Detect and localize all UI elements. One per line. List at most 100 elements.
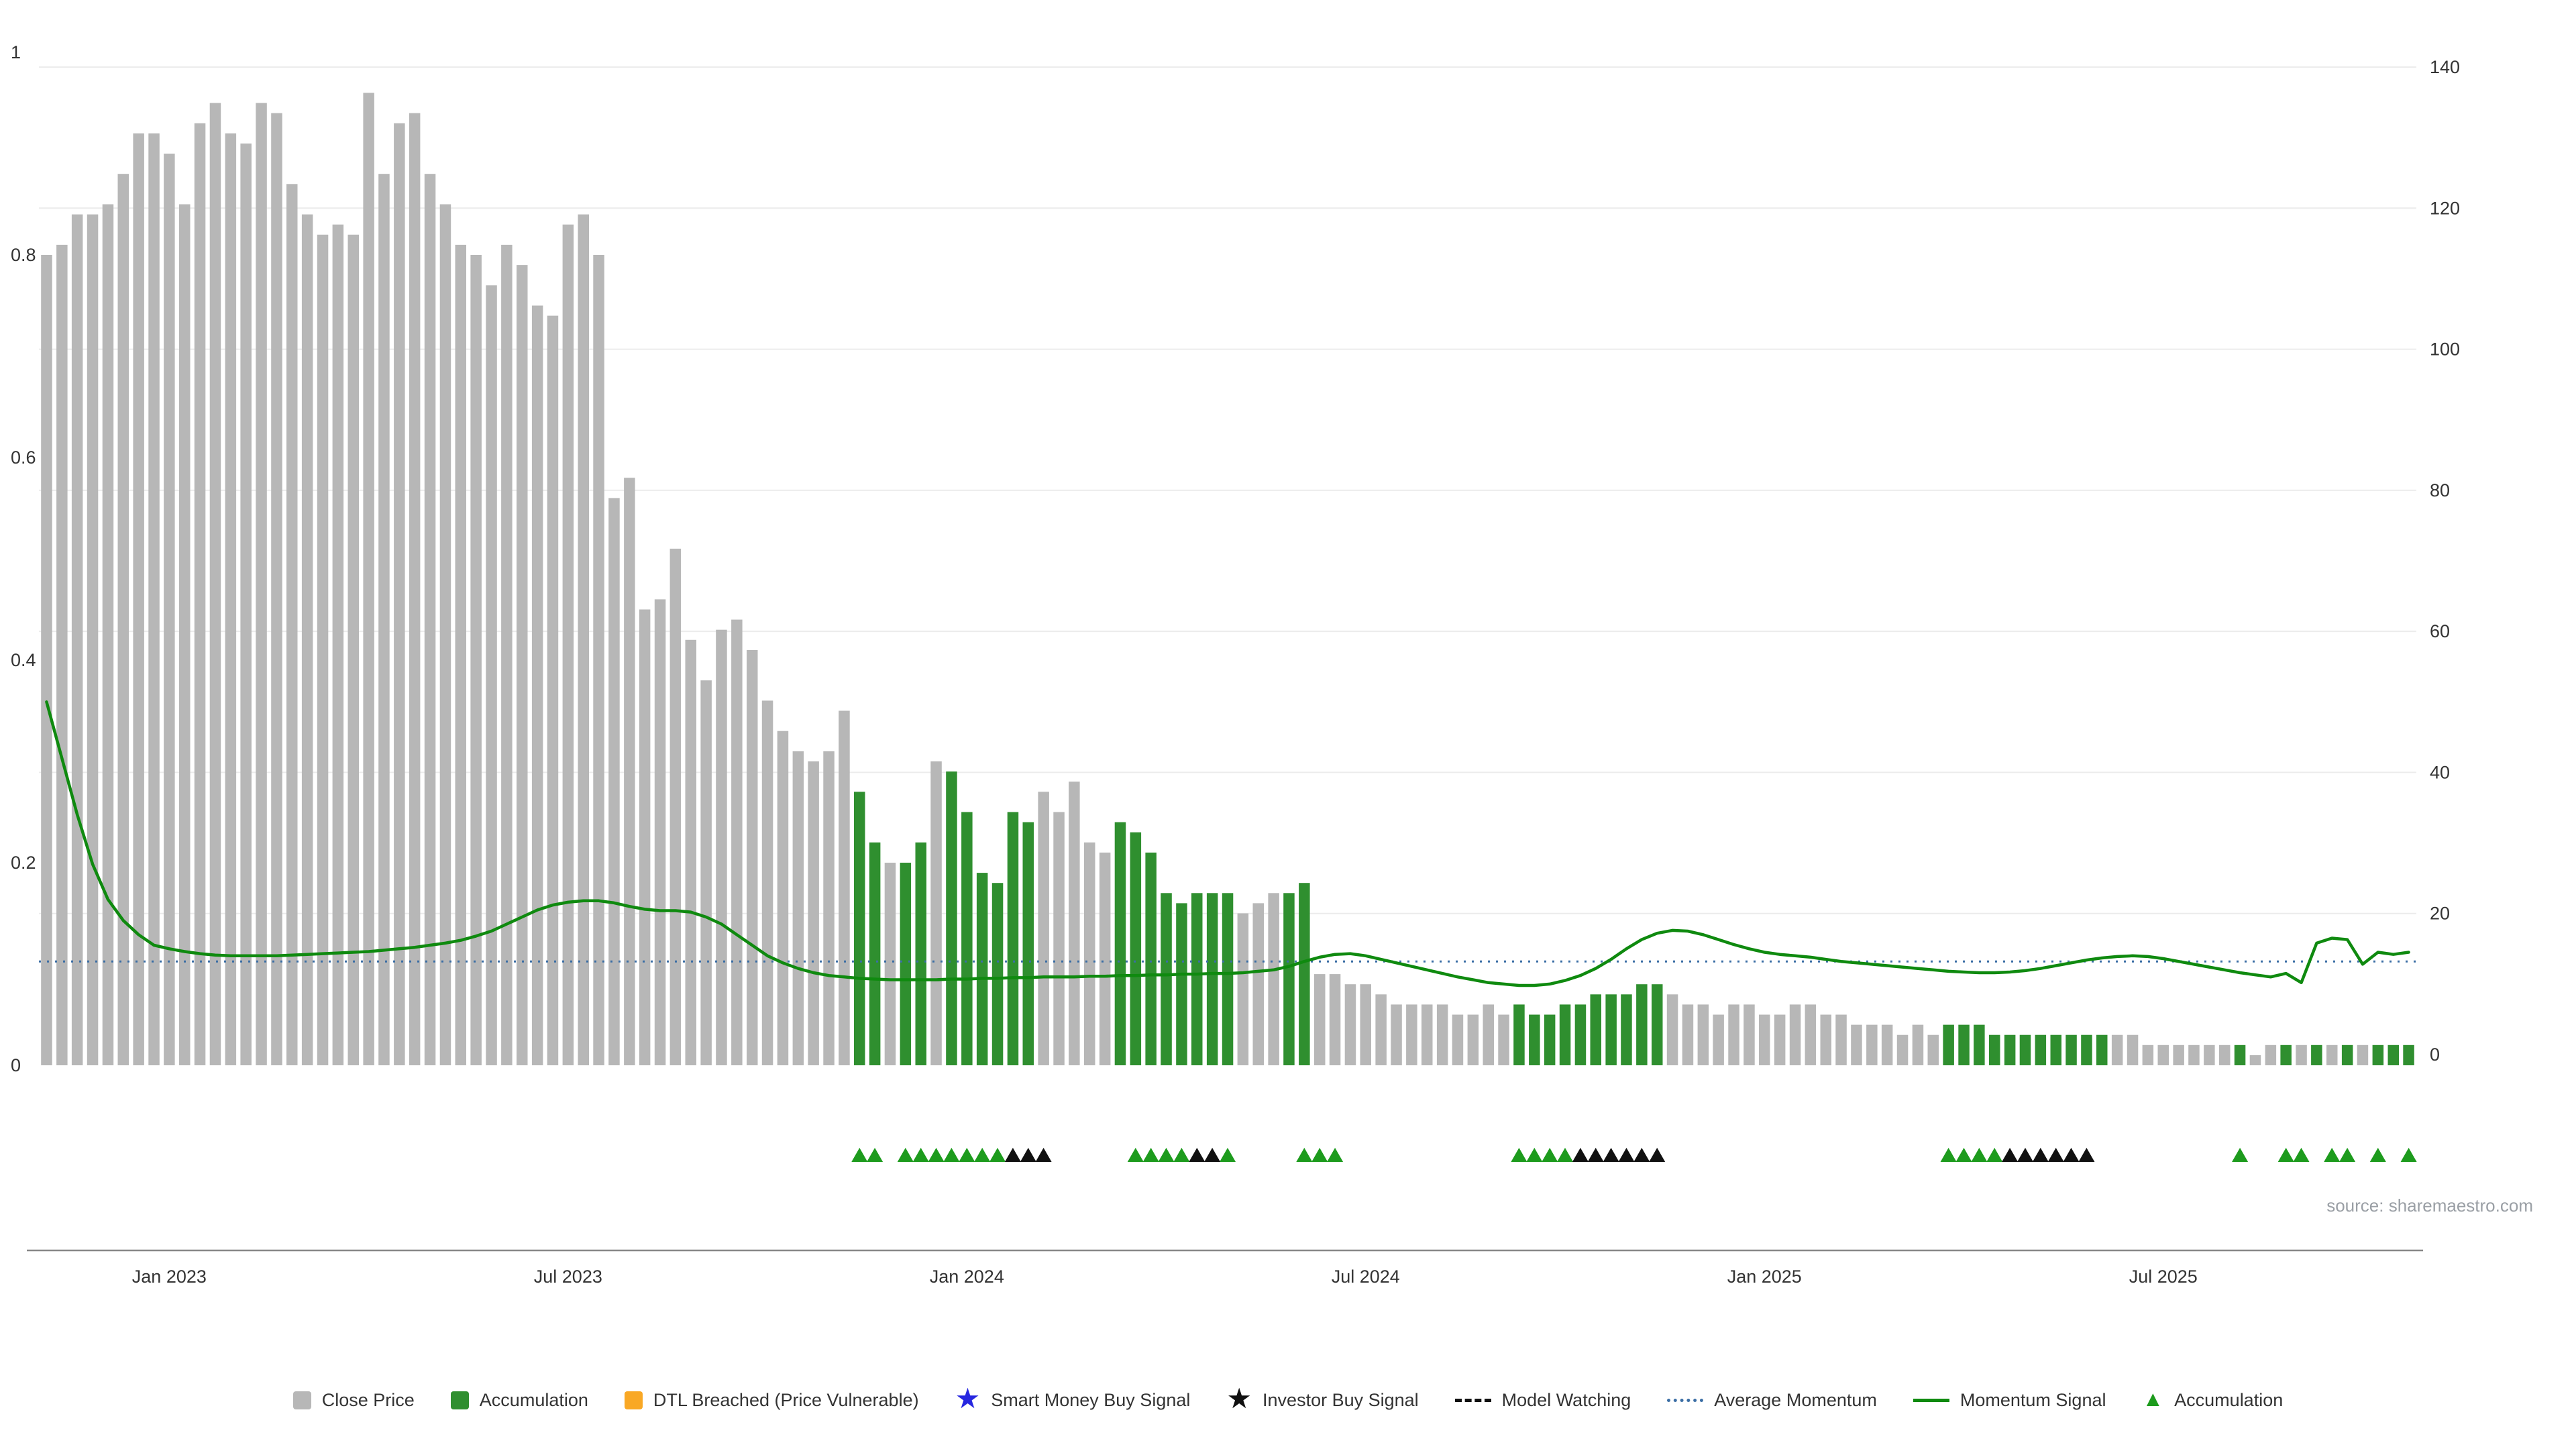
model-watching-label: Model Watching [1501,1390,1631,1410]
accumulation-marker-icon [1986,1148,2003,1162]
x-axis-tick-label: Jul 2025 [2129,1267,2198,1287]
legend-item-investor-buy-signal[interactable]: ★ Investor Buy Signal [1226,1383,1418,1414]
close-price-bar [1682,1004,1694,1065]
accumulation-bar-label: Accumulation [479,1390,588,1410]
close-price-bar [1713,1014,1724,1065]
close-price-bar [1391,1004,1402,1065]
dtl-breached-swatch-icon [624,1391,643,1409]
accumulation-marker-icon [1526,1148,1543,1162]
x-axis-tick-label: Jan 2025 [1727,1267,1802,1287]
accumulation-marker-swatch-icon: ▲ [2142,1387,2164,1411]
close-price-bar [378,174,390,1066]
left-axis-tick-label: 0.4 [11,650,36,670]
close-price-bar [700,680,712,1065]
close-price-bar [716,629,727,1065]
accumulation-marker-icon [1220,1148,1236,1162]
accumulation-bar [1636,984,1648,1065]
accumulation-marker-label: Accumulation [2174,1390,2284,1410]
close-price-bar [1697,1004,1709,1065]
accumulation-marker-icon [2293,1148,2310,1162]
left-axis-tick-label: 0.6 [11,447,36,468]
right-axis-tick-label: 140 [2430,57,2460,77]
close-price-bar [1820,1014,1831,1065]
investor-buy-marker-icon [2078,1148,2095,1162]
close-price-bar [1252,903,1264,1065]
close-price-bar [624,478,635,1065]
close-price-bar [1053,812,1065,1065]
close-price-bar [1835,1014,1847,1065]
legend-item-accumulation-bar[interactable]: Accumulation [450,1390,588,1411]
investor-buy-marker-icon [1035,1148,1052,1162]
accumulation-marker-icon [974,1148,991,1162]
x-axis-tick-label: Jan 2024 [930,1267,1004,1287]
close-price-bar [2219,1044,2231,1065]
accumulation-marker-icon [1173,1148,1190,1162]
accumulation-bar [2280,1044,2292,1065]
investor-buy-marker-icon [2032,1148,2049,1162]
dtl-breached-label: DTL Breached (Price Vulnerable) [653,1390,919,1410]
accumulation-marker-icon [1158,1148,1175,1162]
close-price-bar [1436,1004,1448,1065]
close-price-bar [639,609,651,1065]
accumulation-bar [2234,1044,2246,1065]
close-price-bar [501,244,513,1065]
legend-item-dtl-breached[interactable]: DTL Breached (Price Vulnerable) [624,1390,919,1411]
legend-item-model-watching[interactable]: Model Watching [1454,1390,1631,1411]
close-price-bar [1329,974,1341,1065]
smart-money-buy-signal-swatch-icon: ★ [955,1383,981,1414]
legend-item-close-price[interactable]: Close Price [292,1390,415,1411]
close-price-bar [1099,852,1111,1065]
close-price-bar [1237,913,1249,1065]
investor-buy-marker-icon [1649,1148,1666,1162]
close-price-bar [317,234,329,1065]
legend-item-average-momentum[interactable]: Average Momentum [1667,1390,1877,1411]
chart-page: 0 0.2 0.4 0.6 0.8 1 0 20 40 60 80 100 120 140 Jan 2023… [11,42,2533,1414]
close-price-bar [301,214,313,1066]
accumulation-marker-icon [867,1148,883,1162]
accumulation-marker-icon [1327,1148,1344,1162]
accumulation-marker-icon [2339,1148,2356,1162]
close-price-bar [1666,994,1678,1065]
close-price-label: Close Price [321,1390,415,1410]
accumulation-bar [1559,1004,1571,1065]
close-price-bar [1084,842,1095,1065]
close-price-bar [148,133,160,1065]
model-watching-swatch-icon [1454,1399,1491,1402]
legend-item-smart-money-buy-signal[interactable]: ★ Smart Money Buy Signal [955,1383,1191,1414]
accumulation-marker-icon [1511,1148,1527,1162]
close-price-bar [271,113,282,1066]
close-price-bar [2265,1044,2277,1065]
accumulation-bar [2341,1044,2353,1065]
close-price-bar [808,761,819,1065]
close-price-bar [1467,1014,1479,1065]
investor-buy-marker-icon [1587,1148,1604,1162]
accumulation-bar [1130,832,1142,1065]
close-price-bar [486,285,497,1065]
accumulation-bar [915,842,926,1065]
accumulation-bar [1652,984,1663,1065]
average-momentum-label: Average Momentum [1714,1390,1877,1410]
price-momentum-chart: 0 0.2 0.4 0.6 0.8 1 0 20 40 60 80 100 120 140 Jan 2023… [11,42,2460,1287]
legend-item-accumulation-marker[interactable]: ▲ Accumulation [2142,1387,2284,1411]
accumulation-bar [1974,1024,1985,1065]
close-price-bar [1406,1004,1417,1065]
accumulation-marker-icon [1311,1148,1328,1162]
close-price-bar [455,244,466,1065]
smart-money-buy-signal-label: Smart Money Buy Signal [991,1390,1191,1410]
accumulation-marker-icon [897,1148,914,1162]
close-price-bar [2157,1044,2169,1065]
close-price-bar [363,93,374,1065]
right-axis-tick-label: 0 [2430,1044,2440,1065]
investor-buy-marker-icon [1633,1148,1650,1162]
right-axis-tick-label: 20 [2430,904,2450,924]
investor-buy-signal-swatch-icon: ★ [1226,1383,1252,1414]
close-price-bar [685,639,696,1065]
close-price-bar [1728,1004,1739,1065]
accumulation-bar [961,812,973,1065]
accumulation-bar [1206,893,1218,1065]
accumulation-bar [900,863,912,1065]
investor-buy-marker-icon [1618,1148,1635,1162]
legend-item-momentum-signal[interactable]: Momentum Signal [1913,1390,2106,1411]
close-price-bar [578,214,589,1066]
close-price-bar [1805,1004,1817,1065]
